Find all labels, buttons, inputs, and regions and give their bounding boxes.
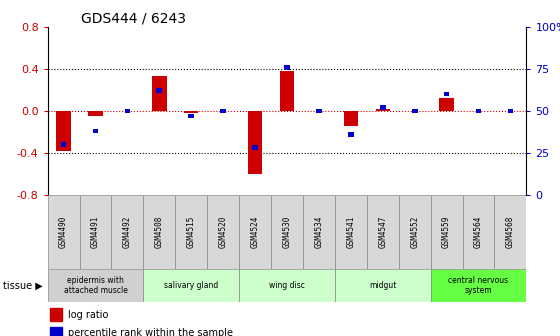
- Bar: [376, 109, 390, 111]
- Text: GSM4515: GSM4515: [186, 216, 196, 248]
- Bar: [48, 269, 143, 302]
- Text: GSM4530: GSM4530: [282, 216, 292, 248]
- Bar: [80, 195, 111, 269]
- Bar: [88, 111, 102, 116]
- Bar: [239, 195, 271, 269]
- Text: GSM4520: GSM4520: [218, 216, 228, 248]
- Bar: [335, 195, 367, 269]
- Bar: [248, 111, 262, 174]
- Bar: [380, 105, 386, 110]
- Bar: [156, 88, 162, 93]
- Text: log ratio: log ratio: [68, 310, 108, 320]
- Bar: [143, 269, 239, 302]
- Text: salivary gland: salivary gland: [164, 281, 218, 290]
- Bar: [494, 195, 526, 269]
- Bar: [412, 109, 418, 113]
- Bar: [348, 132, 354, 137]
- Bar: [431, 269, 526, 302]
- Bar: [440, 98, 454, 111]
- Text: GSM4490: GSM4490: [59, 216, 68, 248]
- Bar: [60, 142, 67, 147]
- Bar: [184, 111, 198, 113]
- Text: GSM4534: GSM4534: [314, 216, 324, 248]
- Text: GSM4492: GSM4492: [123, 216, 132, 248]
- Bar: [284, 65, 290, 70]
- Bar: [475, 109, 482, 113]
- Text: GSM4564: GSM4564: [474, 216, 483, 248]
- Bar: [431, 195, 463, 269]
- Text: GSM4541: GSM4541: [346, 216, 356, 248]
- Bar: [239, 269, 335, 302]
- Bar: [50, 327, 62, 336]
- Bar: [271, 195, 303, 269]
- Bar: [367, 195, 399, 269]
- Text: GSM4491: GSM4491: [91, 216, 100, 248]
- Text: GSM4568: GSM4568: [506, 216, 515, 248]
- Text: GDS444 / 6243: GDS444 / 6243: [81, 12, 186, 26]
- Bar: [444, 92, 450, 96]
- Text: GSM4524: GSM4524: [250, 216, 260, 248]
- Bar: [175, 195, 207, 269]
- Text: wing disc: wing disc: [269, 281, 305, 290]
- Bar: [335, 269, 431, 302]
- Bar: [399, 195, 431, 269]
- Text: GSM4552: GSM4552: [410, 216, 419, 248]
- Bar: [207, 195, 239, 269]
- Bar: [143, 195, 175, 269]
- Text: GSM4547: GSM4547: [378, 216, 388, 248]
- Bar: [124, 109, 130, 113]
- Bar: [48, 195, 80, 269]
- Text: midgut: midgut: [369, 281, 396, 290]
- Bar: [463, 195, 494, 269]
- Text: epidermis with
attached muscle: epidermis with attached muscle: [63, 276, 128, 295]
- Bar: [344, 111, 358, 126]
- Text: central nervous
system: central nervous system: [449, 276, 508, 295]
- Bar: [252, 145, 258, 150]
- Bar: [152, 76, 166, 111]
- Bar: [303, 195, 335, 269]
- Bar: [57, 111, 71, 151]
- Text: GSM4559: GSM4559: [442, 216, 451, 248]
- Text: GSM4508: GSM4508: [155, 216, 164, 248]
- Bar: [220, 109, 226, 113]
- Text: percentile rank within the sample: percentile rank within the sample: [68, 329, 233, 336]
- Bar: [280, 71, 294, 111]
- Bar: [316, 109, 322, 113]
- Bar: [111, 195, 143, 269]
- Text: tissue ▶: tissue ▶: [3, 281, 43, 291]
- Bar: [50, 308, 62, 321]
- Bar: [188, 114, 194, 118]
- Bar: [92, 129, 99, 133]
- Bar: [507, 109, 514, 113]
